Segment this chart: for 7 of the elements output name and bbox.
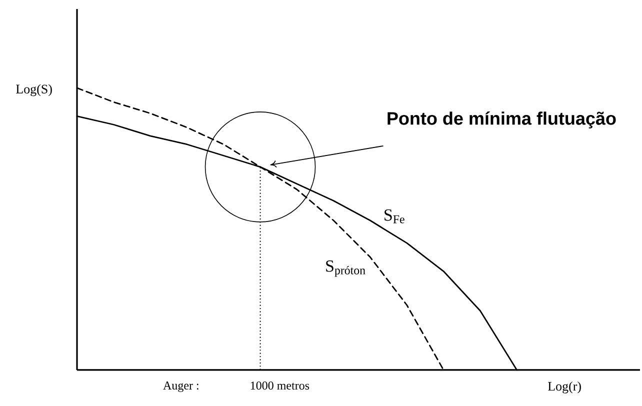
text: Auger : [163, 382, 198, 392]
x-axis-title: Log(r) [548, 382, 581, 394]
series-label: S$_{próton}$ [326, 260, 366, 277]
series-label: S$_{Fe}$ [384, 209, 404, 224]
y-axis-title: Log(S) [16, 84, 52, 96]
text: 1000 metros [250, 382, 310, 390]
annotation: Ponto de mínima flutuação [388, 111, 616, 128]
